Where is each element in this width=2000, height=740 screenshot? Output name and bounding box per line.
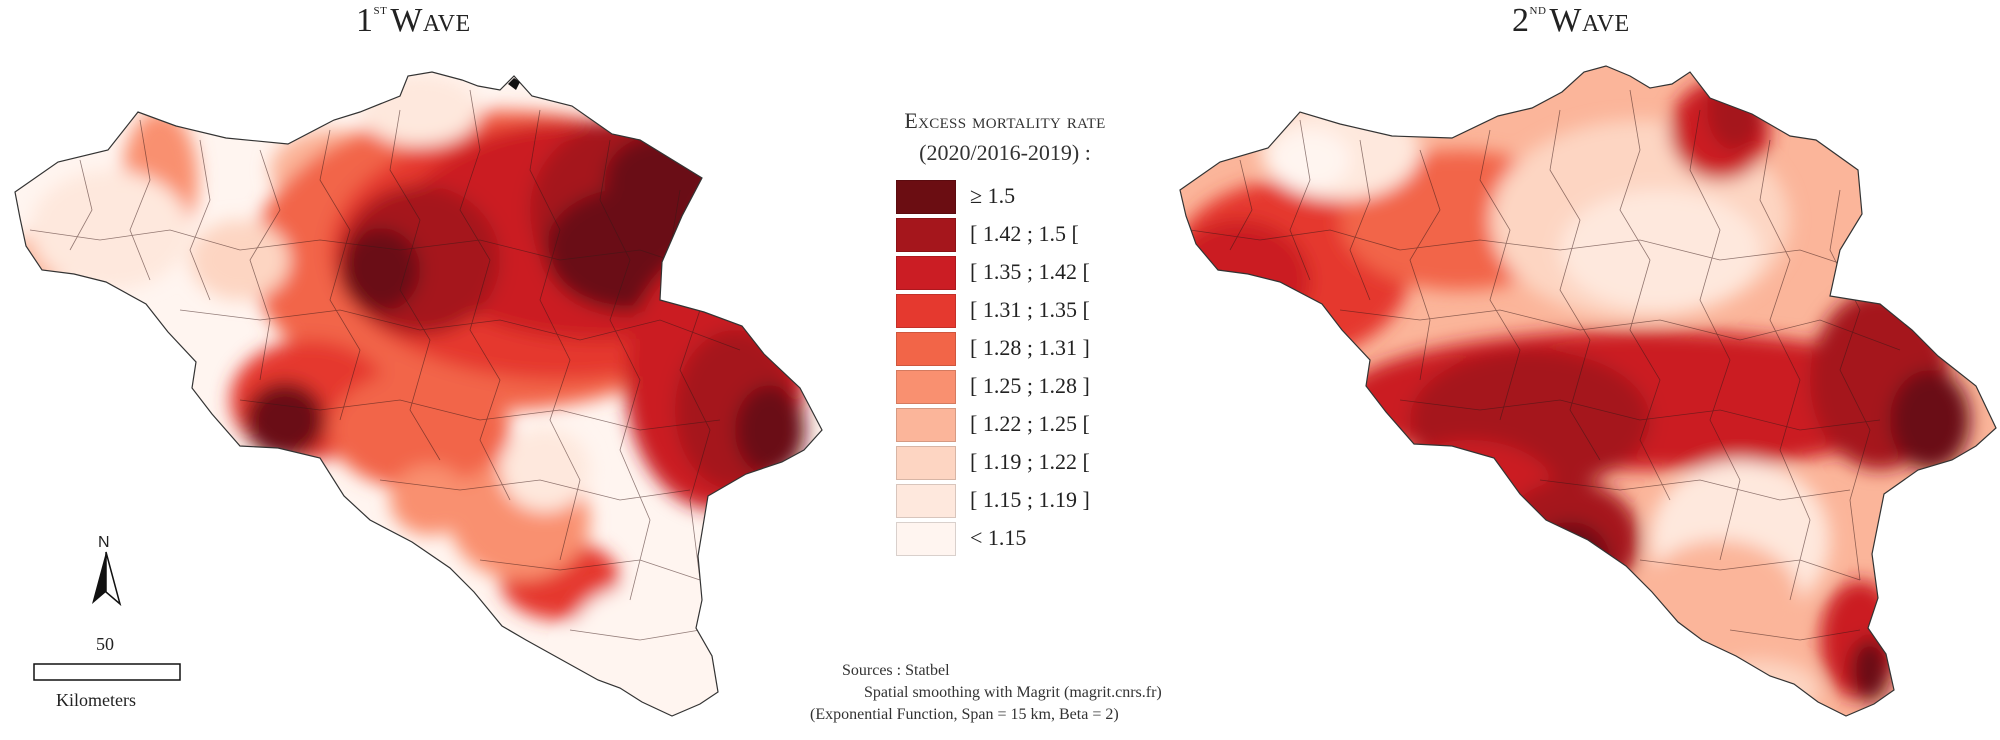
wave2-map [1180,66,1996,716]
legend-swatch [896,522,956,556]
legend-swatch [896,332,956,366]
legend-swatch [896,408,956,442]
legend-swatch [896,180,956,214]
sources-note: Sources : Statbel Spatial smoothing with… [810,660,1162,726]
legend-label: [ 1.28 ; 1.31 ] [970,335,1090,360]
legend-item: [ 1.15 ; 1.19 ] [896,484,1136,518]
legend-label: [ 1.35 ; 1.42 [ [970,259,1090,284]
sources-line: Sources : Statbel [842,662,950,679]
wave1-title: 1stWave [356,2,471,40]
legend-item: [ 1.28 ; 1.31 ] [896,332,1136,366]
scale-bar [33,663,181,681]
legend-item: [ 1.42 ; 1.5 [ [896,218,1136,252]
legend-label: < 1.15 [970,525,1027,550]
north-arrow-icon [92,551,122,607]
legend-label: [ 1.42 ; 1.5 [ [970,221,1079,246]
legend-swatch [896,484,956,518]
wave1-map [15,72,822,716]
legend-item: [ 1.25 ; 1.28 ] [896,370,1136,404]
legend-label: ≥ 1.5 [970,183,1016,208]
legend-item: [ 1.22 ; 1.25 [ [896,408,1136,442]
legend-label: [ 1.31 ; 1.35 [ [970,297,1090,322]
wave1-border [14,71,823,717]
wave1-suffix: st [373,2,388,18]
wave1-enclave [508,78,520,90]
wave2-suffix: nd [1529,2,1547,18]
method-line: (Exponential Function, Span = 15 km, Bet… [810,706,1119,723]
legend-swatch [896,446,956,480]
legend-item: ≥ 1.5 [896,180,1136,214]
legend-label: [ 1.25 ; 1.28 ] [970,373,1090,398]
legend-label: [ 1.19 ; 1.22 [ [970,449,1090,474]
legend-swatch [896,294,956,328]
wave2-border [1179,65,1997,717]
wave1-word: Wave [390,2,471,39]
legend-item: [ 1.19 ; 1.22 [ [896,446,1136,480]
north-label: N [98,534,110,551]
wave2-ordinal: 2 [1512,2,1530,39]
scale-unit: Kilometers [56,690,136,710]
legend-swatch [896,218,956,252]
legend-item: < 1.15 [896,522,1136,556]
legend-swatch [896,370,956,404]
wave2-title: 2ndWave [1512,2,1630,40]
legend-label: [ 1.22 ; 1.25 [ [970,411,1090,436]
wave1-ordinal: 1 [356,2,374,39]
smoothing-line: Spatial smoothing with Magrit (magrit.cn… [864,684,1162,701]
legend-item: [ 1.35 ; 1.42 [ [896,256,1136,290]
legend-title: Excess mortality rate [904,108,1106,133]
legend-subtitle: (2020/2016-2019) : [919,140,1091,165]
scale-value: 50 [96,634,114,654]
legend-swatch [896,256,956,290]
wave2-word: Wave [1549,2,1630,39]
legend-label: [ 1.15 ; 1.19 ] [970,487,1090,512]
legend-item: [ 1.31 ; 1.35 [ [896,294,1136,328]
